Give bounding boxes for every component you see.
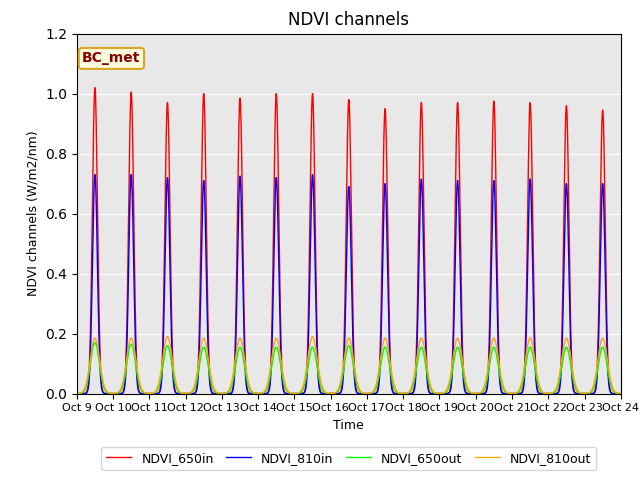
NDVI_650out (189, 388, 197, 394)
NDVI_650in (617, 391, 625, 396)
NDVI_650out (615, 391, 623, 396)
NDVI_650out (184, 391, 191, 396)
NDVI_650out (501, 389, 509, 395)
NDVI_810in (91, 172, 99, 178)
Title: NDVI channels: NDVI channels (288, 11, 410, 29)
Line: NDVI_650in: NDVI_650in (77, 88, 621, 394)
NDVI_810out (424, 369, 431, 375)
NDVI_650in (184, 391, 191, 396)
NDVI_650in (501, 391, 509, 396)
NDVI_650in (276, 316, 284, 322)
X-axis label: Time: Time (333, 419, 364, 432)
Y-axis label: NDVI channels (W/m2/nm): NDVI channels (W/m2/nm) (26, 131, 40, 297)
Text: BC_met: BC_met (82, 51, 141, 65)
NDVI_810in (501, 391, 509, 396)
NDVI_810out (184, 391, 191, 396)
NDVI_810in (617, 391, 625, 396)
NDVI_810out (189, 386, 197, 392)
NDVI_810out (501, 387, 509, 393)
NDVI_810out (615, 391, 623, 396)
NDVI_810in (615, 391, 623, 396)
NDVI_810out (164, 334, 172, 339)
NDVI_650out (276, 362, 284, 368)
Line: NDVI_810in: NDVI_810in (77, 175, 621, 394)
NDVI_810in (189, 391, 197, 396)
NDVI_650out (91, 340, 99, 346)
NDVI_650out (617, 391, 625, 396)
NDVI_810out (276, 354, 284, 360)
Line: NDVI_650out: NDVI_650out (77, 343, 621, 394)
NDVI_810in (276, 341, 284, 347)
NDVI_650in (424, 380, 431, 385)
NDVI_810out (73, 391, 81, 396)
NDVI_810in (73, 391, 81, 396)
NDVI_650out (424, 375, 431, 381)
NDVI_650in (91, 85, 99, 91)
Legend: NDVI_650in, NDVI_810in, NDVI_650out, NDVI_810out: NDVI_650in, NDVI_810in, NDVI_650out, NDV… (101, 447, 596, 469)
NDVI_650in (189, 391, 197, 396)
NDVI_650in (73, 391, 81, 396)
NDVI_650in (615, 391, 623, 396)
NDVI_810out (617, 391, 625, 396)
NDVI_810in (424, 384, 431, 390)
NDVI_810in (184, 391, 191, 396)
NDVI_650out (73, 391, 81, 396)
Line: NDVI_810out: NDVI_810out (77, 336, 621, 394)
